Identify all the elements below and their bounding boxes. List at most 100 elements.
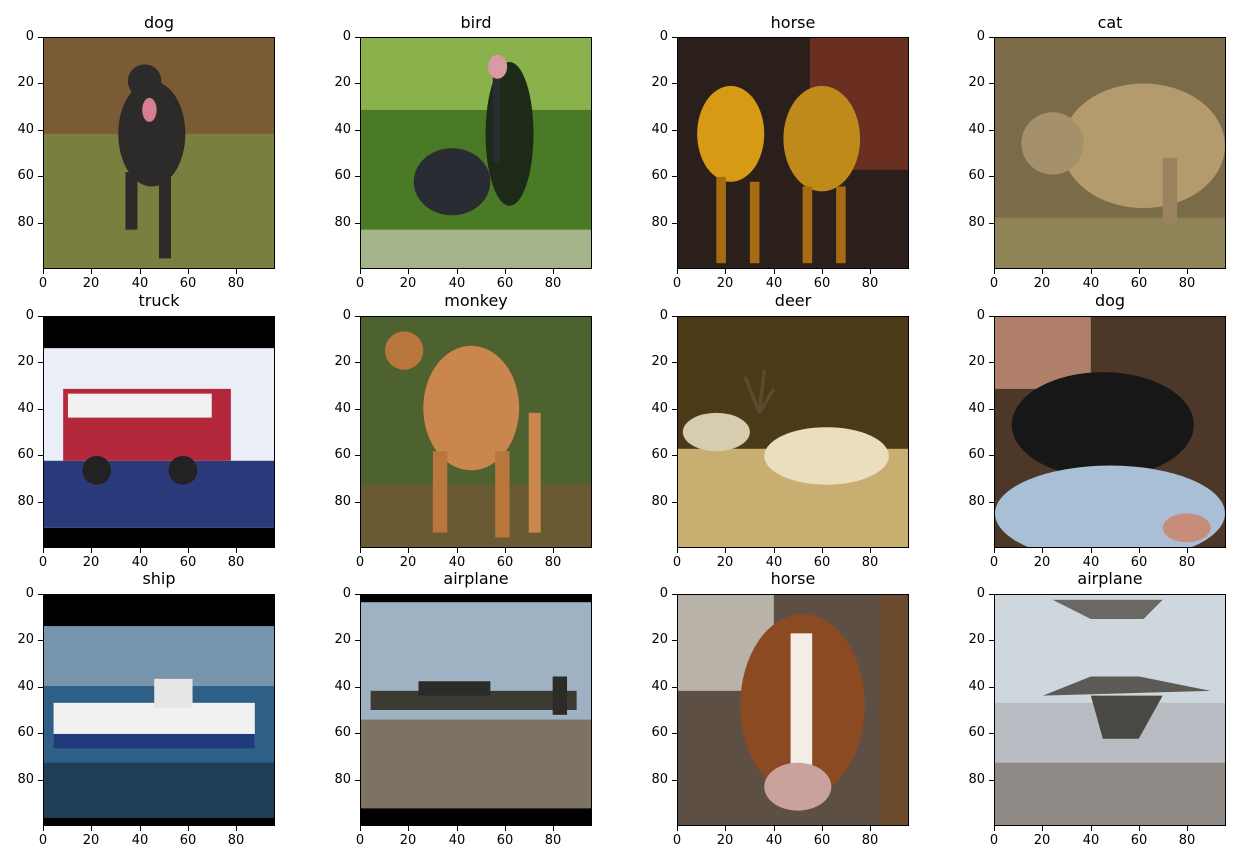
- x-tick-label: 80: [1178, 276, 1196, 291]
- y-tick-mark: [672, 176, 677, 177]
- x-tick-mark: [822, 826, 823, 831]
- y-tick-label: 80: [651, 215, 668, 230]
- x-tick-label: 80: [227, 276, 245, 291]
- y-tick-mark: [38, 83, 43, 84]
- x-tick-label: 0: [989, 555, 999, 570]
- x-tick-label: 40: [131, 555, 149, 570]
- x-tick-label: 80: [1178, 833, 1196, 848]
- y-tick-label: 0: [342, 308, 351, 323]
- y-tick-mark: [38, 455, 43, 456]
- y-tick-label: 40: [17, 401, 34, 416]
- x-tick-mark: [408, 826, 409, 831]
- y-tick-mark: [38, 130, 43, 131]
- x-tick-label: 20: [716, 555, 734, 570]
- y-tick-mark: [989, 83, 994, 84]
- image-panel: monkey 0 20 40 60 80 0 20 40 60 80: [317, 279, 627, 570]
- x-tick-mark: [553, 826, 554, 831]
- y-tick-mark: [672, 362, 677, 363]
- x-tick-label: 20: [1033, 555, 1051, 570]
- x-tick-mark: [140, 548, 141, 553]
- x-tick-label: 20: [399, 276, 417, 291]
- y-tick-label: 80: [651, 494, 668, 509]
- y-tick-mark: [355, 455, 360, 456]
- horse-photo: [677, 37, 909, 269]
- x-tick-label: 60: [813, 276, 831, 291]
- x-tick-mark: [1139, 548, 1140, 553]
- x-tick-mark: [677, 826, 678, 831]
- y-tick-mark: [989, 223, 994, 224]
- panel-title: dog: [143, 13, 175, 32]
- image-panel: bird 0 20 40 60 80 0 20 40 60 80: [317, 0, 627, 291]
- image-panel: dog 0 20 40 60 80 0 20 40 60 80: [0, 0, 310, 291]
- airplane-photo: [360, 594, 592, 826]
- x-tick-label: 0: [355, 833, 365, 848]
- x-tick-label: 80: [861, 276, 879, 291]
- y-tick-mark: [989, 316, 994, 317]
- x-tick-label: 60: [1130, 833, 1148, 848]
- panel-title: deer: [774, 291, 812, 310]
- x-tick-mark: [774, 548, 775, 553]
- y-tick-mark: [38, 780, 43, 781]
- y-tick-mark: [989, 37, 994, 38]
- y-tick-label: 20: [17, 354, 34, 369]
- y-tick-label: 40: [651, 401, 668, 416]
- x-tick-label: 20: [1033, 276, 1051, 291]
- x-tick-mark: [140, 826, 141, 831]
- x-tick-label: 0: [989, 276, 999, 291]
- y-tick-label: 0: [659, 308, 668, 323]
- x-tick-mark: [1042, 269, 1043, 274]
- x-tick-label: 0: [38, 833, 48, 848]
- y-tick-mark: [355, 223, 360, 224]
- x-tick-mark: [188, 269, 189, 274]
- x-tick-label: 0: [672, 833, 682, 848]
- y-tick-label: 40: [334, 122, 351, 137]
- cat-photo: [994, 37, 1226, 269]
- panel-title: horse: [770, 13, 816, 32]
- x-tick-mark: [408, 269, 409, 274]
- y-tick-mark: [355, 176, 360, 177]
- y-tick-mark: [989, 594, 994, 595]
- image-panel: horse 0 20 40 60 80 0 20 40 60 80: [634, 0, 944, 291]
- panel-title: horse: [770, 569, 816, 588]
- x-tick-label: 60: [813, 833, 831, 848]
- x-tick-label: 40: [448, 276, 466, 291]
- x-tick-label: 60: [496, 555, 514, 570]
- y-tick-label: 40: [334, 679, 351, 694]
- x-tick-mark: [1091, 548, 1092, 553]
- x-tick-label: 60: [496, 833, 514, 848]
- x-tick-mark: [91, 269, 92, 274]
- x-tick-mark: [236, 269, 237, 274]
- y-tick-label: 60: [17, 447, 34, 462]
- x-tick-label: 0: [355, 555, 365, 570]
- x-tick-mark: [774, 269, 775, 274]
- x-tick-label: 40: [765, 276, 783, 291]
- x-tick-mark: [1139, 826, 1140, 831]
- x-tick-mark: [505, 548, 506, 553]
- y-tick-label: 40: [968, 122, 985, 137]
- x-tick-mark: [43, 548, 44, 553]
- y-tick-label: 40: [17, 679, 34, 694]
- y-tick-label: 40: [651, 122, 668, 137]
- y-tick-label: 20: [651, 354, 668, 369]
- y-tick-mark: [355, 37, 360, 38]
- y-tick-label: 0: [25, 29, 34, 44]
- x-tick-label: 60: [179, 833, 197, 848]
- y-tick-label: 80: [968, 215, 985, 230]
- x-tick-label: 20: [399, 555, 417, 570]
- x-tick-mark: [677, 269, 678, 274]
- y-tick-mark: [355, 409, 360, 410]
- x-tick-label: 0: [355, 276, 365, 291]
- x-tick-mark: [188, 548, 189, 553]
- y-tick-mark: [672, 502, 677, 503]
- x-tick-mark: [457, 826, 458, 831]
- x-tick-label: 20: [82, 833, 100, 848]
- x-tick-mark: [677, 548, 678, 553]
- x-tick-mark: [43, 826, 44, 831]
- y-tick-label: 80: [334, 215, 351, 230]
- y-tick-label: 60: [968, 447, 985, 462]
- x-tick-label: 40: [765, 555, 783, 570]
- x-tick-mark: [1091, 269, 1092, 274]
- horse-photo: [677, 594, 909, 826]
- y-tick-mark: [38, 733, 43, 734]
